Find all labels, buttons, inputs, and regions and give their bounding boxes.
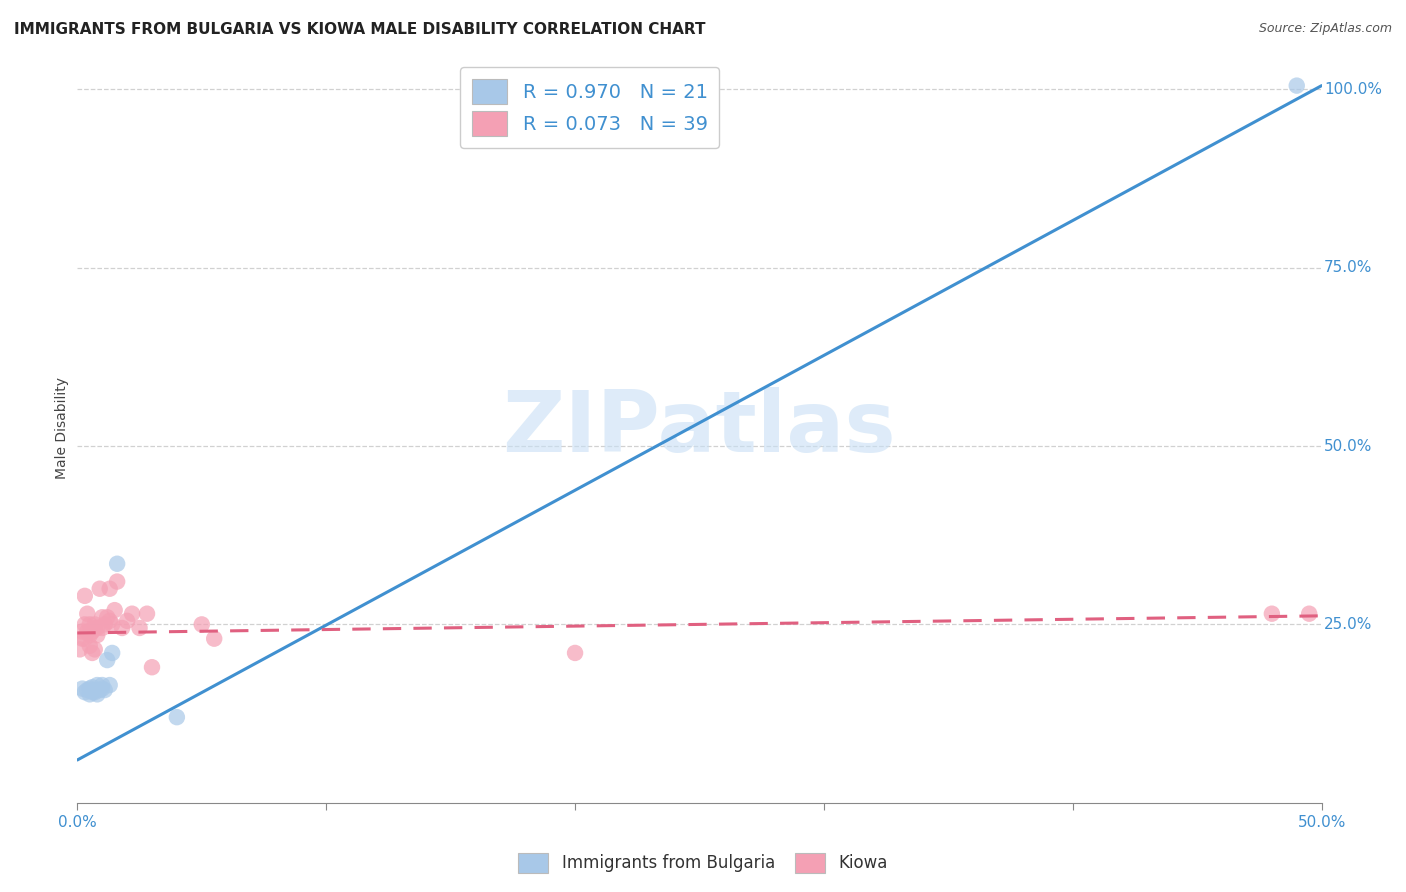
Point <box>83 642 105 657</box>
Point <box>128 621 150 635</box>
Point <box>98 582 121 596</box>
Point <box>79 639 101 653</box>
Point <box>91 621 114 635</box>
Point <box>76 624 98 639</box>
Point <box>72 681 94 696</box>
Point <box>73 632 96 646</box>
Point <box>1298 607 1320 621</box>
Point <box>166 710 188 724</box>
Point <box>73 589 96 603</box>
Point <box>76 683 98 698</box>
Text: 50.0%: 50.0% <box>1324 439 1372 453</box>
Text: Source: ZipAtlas.com: Source: ZipAtlas.com <box>1258 22 1392 36</box>
Point <box>69 642 91 657</box>
Point <box>73 685 96 699</box>
Point <box>86 621 108 635</box>
Point <box>104 603 127 617</box>
Point <box>89 683 111 698</box>
Point <box>96 653 118 667</box>
Point <box>91 678 114 692</box>
Point <box>136 607 159 621</box>
Point <box>83 617 105 632</box>
Point <box>73 617 96 632</box>
Point <box>564 646 586 660</box>
Point <box>105 557 128 571</box>
Point <box>101 646 124 660</box>
Point <box>76 607 98 621</box>
Point <box>141 660 163 674</box>
Point <box>101 617 124 632</box>
Point <box>86 687 108 701</box>
Point <box>93 683 115 698</box>
Point <box>72 632 94 646</box>
Point <box>1285 78 1308 93</box>
Point <box>83 683 105 698</box>
Text: IMMIGRANTS FROM BULGARIA VS KIOWA MALE DISABILITY CORRELATION CHART: IMMIGRANTS FROM BULGARIA VS KIOWA MALE D… <box>14 22 706 37</box>
Point <box>86 628 108 642</box>
Point <box>202 632 225 646</box>
Point <box>91 610 114 624</box>
Point <box>79 617 101 632</box>
Point <box>83 685 105 699</box>
Legend: R = 0.970   N = 21, R = 0.073   N = 39: R = 0.970 N = 21, R = 0.073 N = 39 <box>460 67 720 148</box>
Point <box>82 646 104 660</box>
Legend: Immigrants from Bulgaria, Kiowa: Immigrants from Bulgaria, Kiowa <box>512 847 894 880</box>
Point <box>98 678 121 692</box>
Point <box>115 614 138 628</box>
Text: ZIPatlas: ZIPatlas <box>502 386 897 470</box>
Point <box>96 610 118 624</box>
Point <box>121 607 143 621</box>
Point <box>111 621 134 635</box>
Point <box>86 678 108 692</box>
Point <box>1261 607 1284 621</box>
Text: 25.0%: 25.0% <box>1324 617 1372 632</box>
Point <box>82 624 104 639</box>
Point <box>191 617 214 632</box>
Point <box>82 685 104 699</box>
Point <box>93 617 115 632</box>
Text: 100.0%: 100.0% <box>1324 82 1382 96</box>
Point <box>79 681 101 696</box>
Point <box>83 621 105 635</box>
Point <box>72 624 94 639</box>
Point <box>79 628 101 642</box>
Point <box>79 687 101 701</box>
Point <box>91 681 114 696</box>
Y-axis label: Male Disability: Male Disability <box>55 377 69 479</box>
Text: 75.0%: 75.0% <box>1324 260 1372 275</box>
Point <box>98 614 121 628</box>
Point <box>89 582 111 596</box>
Point <box>105 574 128 589</box>
Point <box>82 680 104 694</box>
